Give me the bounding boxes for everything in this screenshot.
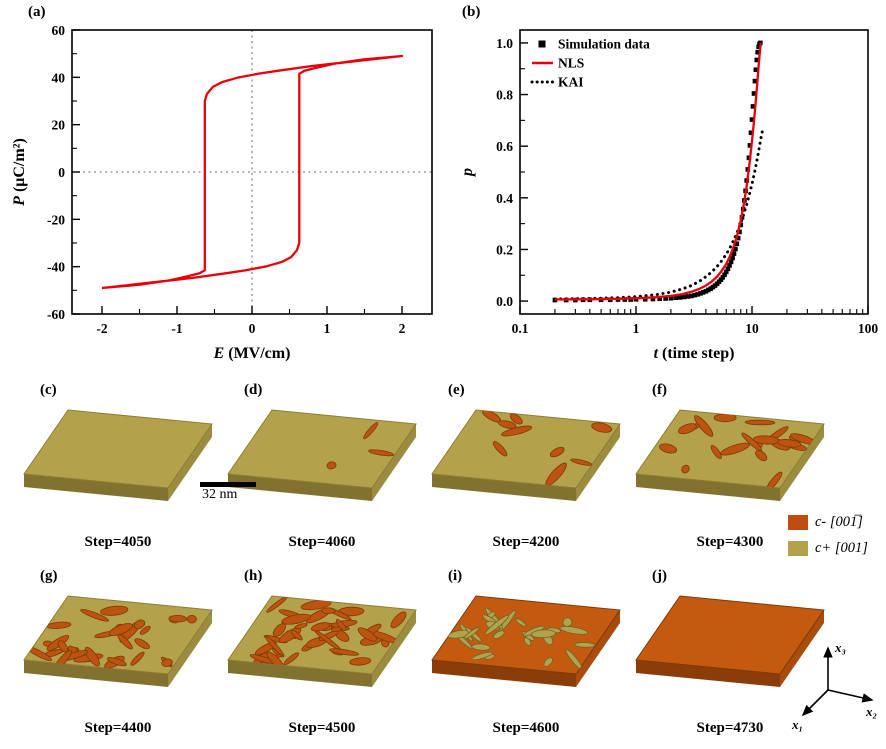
panel-label-b: (b) (462, 4, 481, 20)
snapshot-cell-d: (d) Step=4060 (220, 382, 424, 566)
scale-bar-label: 32 nm (202, 487, 238, 502)
svg-text:0.4: 0.4 (496, 191, 513, 206)
snapshot-cell-g: (g) Step=4400 (16, 568, 220, 749)
microstructure-j (635, 595, 825, 687)
svg-text:t (time step): t (time step) (654, 345, 735, 362)
snapshot-cell-i: (i) Step=4600 (424, 568, 628, 749)
svg-text:-60: -60 (47, 307, 65, 322)
step-label-f: Step=4300 (696, 534, 764, 550)
panel-label-f: (f) (652, 382, 667, 398)
switching-panel: (b) 0.1 1 10 100 0.0 0.2 0.4 0.6 0.8 1.0 t (time s… (448, 2, 886, 384)
step-label-h: Step=4500 (288, 720, 356, 736)
snapshot-cell-j: (j) Step=4730 (628, 568, 832, 749)
svg-text:100: 100 (858, 321, 879, 336)
hysteresis-chart: -2 -1 0 1 2 -60 -40 -20 0 20 40 60 E (MV/cm) P (μC/m²… (11, 23, 433, 362)
panel-label-g: (g) (40, 568, 58, 584)
svg-text:E (MV/cm): E (MV/cm) (213, 345, 291, 362)
svg-text:40: 40 (52, 70, 66, 85)
scale-bar-line (200, 482, 256, 487)
c-plus-label: c+ [001] (815, 540, 868, 556)
panel-label-j: (j) (652, 568, 667, 584)
snapshot-cell-h: (h) Step=4500 (220, 568, 424, 749)
svg-text:0: 0 (249, 321, 256, 336)
legend-item-c-plus: c+ [001] (788, 540, 868, 557)
x1-axis-arrow (801, 689, 829, 717)
svg-text:-2: -2 (96, 321, 107, 336)
c-plus-swatch (788, 541, 808, 556)
axes-triad: x₃ x₂ x₁ (791, 640, 877, 732)
svg-text:-40: -40 (47, 260, 65, 275)
panel-label-c: (c) (40, 382, 57, 398)
c-minus-label: c- [001̅] (815, 514, 863, 530)
x1-axis-label: x₁ (791, 717, 803, 732)
svg-text:20: 20 (52, 118, 66, 133)
microstructure-g (23, 595, 213, 687)
svg-text:P (μC/m²): P (μC/m²) (11, 138, 28, 207)
svg-text:0.0: 0.0 (496, 294, 513, 309)
step-label-d: Step=4060 (288, 534, 356, 550)
step-label-g: Step=4400 (84, 720, 152, 736)
snapshot-cell-f: (f) Step=4300 (628, 382, 832, 566)
c-minus-swatch (788, 515, 808, 530)
svg-text:1: 1 (324, 321, 331, 336)
panel-label-a: (a) (28, 4, 46, 20)
panel-label-i: (i) (448, 568, 463, 584)
microstructure-i (431, 595, 621, 687)
step-label-j: Step=4730 (696, 720, 764, 736)
svg-text:10: 10 (745, 321, 759, 336)
hysteresis-panel: (a) -2 -1 0 1 2 -60 -40 -20 0 20 40 60 E (MV/cm) P (μ… (6, 2, 450, 384)
svg-text:1: 1 (633, 321, 640, 336)
svg-text:KAI: KAI (558, 75, 584, 90)
domain-legend: c- [001̅] c+ [001] (788, 514, 868, 566)
svg-text:NLS: NLS (558, 56, 584, 71)
switching-chart: 0.1 1 10 100 0.0 0.2 0.4 0.6 0.8 1.0 t (time step)… (459, 29, 879, 362)
x3-axis-label: x₃ (834, 640, 846, 655)
step-label-c: Step=4050 (84, 534, 152, 550)
svg-text:-20: -20 (47, 212, 65, 227)
microstructure-f (635, 409, 825, 501)
panel-label-d: (d) (244, 382, 263, 398)
panel-label-h: (h) (244, 568, 263, 584)
svg-text:2: 2 (399, 321, 406, 336)
snapshot-cell-c: (c) Step=4050 (16, 382, 220, 566)
svg-text:0.8: 0.8 (496, 88, 513, 103)
svg-text:0.6: 0.6 (496, 139, 513, 154)
legend-item-c-minus: c- [001̅] (788, 514, 868, 531)
svg-text:0.2: 0.2 (496, 242, 513, 257)
svg-text:0.1: 0.1 (512, 321, 529, 336)
microstructure-e (431, 409, 621, 501)
svg-text:-1: -1 (171, 321, 182, 336)
scale-bar: 32 nm (200, 482, 256, 503)
x2-axis-label: x₂ (865, 704, 877, 719)
svg-text:1.0: 1.0 (496, 36, 513, 51)
microstructure-h (227, 595, 417, 687)
svg-text:p: p (459, 168, 476, 178)
microstructure-c (23, 409, 213, 501)
svg-text:Simulation data: Simulation data (558, 37, 650, 52)
svg-text:0: 0 (58, 165, 65, 180)
panel-label-e: (e) (448, 382, 465, 398)
snapshot-cell-e: (e) Step=4200 (424, 382, 628, 566)
x2-axis-arrow (827, 689, 874, 703)
step-label-e: Step=4200 (492, 534, 560, 550)
svg-text:60: 60 (52, 23, 66, 38)
step-label-i: Step=4600 (492, 720, 560, 736)
microstructure-d (227, 409, 417, 501)
